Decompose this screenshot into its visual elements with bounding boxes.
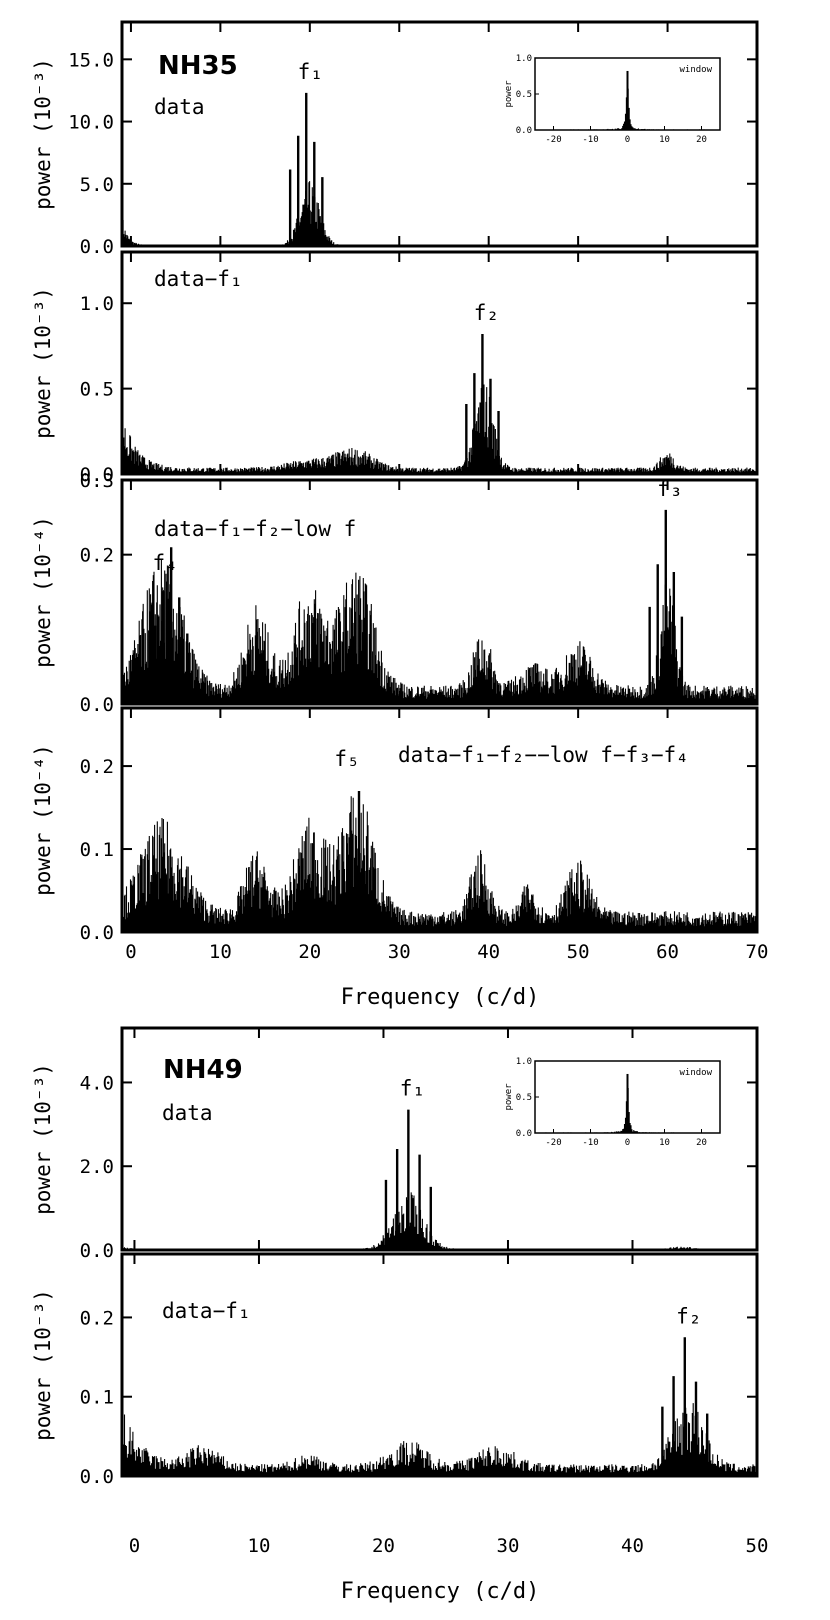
window-inset: -20 -10 0 10 20 0.0 0.5 1.0 power window [504, 1057, 721, 1148]
inset-x-tick-label: 10 [659, 1138, 670, 1148]
y-tick-label: 0.0 [80, 922, 114, 944]
panel-annotation: data [162, 1101, 213, 1125]
x-tick-label: 20 [298, 941, 321, 963]
peak-label: f₁ [298, 60, 323, 84]
x-tick-label: 40 [477, 941, 500, 963]
peak-label: f₅ [334, 747, 359, 771]
y-tick-label: 10.0 [68, 112, 114, 134]
inset-x-tick-label: 20 [696, 1138, 707, 1148]
y-tick-label: 0.0 [80, 694, 114, 716]
peak-label: f₁ [400, 1077, 425, 1101]
nh49-panel-data-minus-f1: 0.0 0.1 0.2 power (10⁻³) data−f₁ f₂ 0 10 20 30 40 5… [31, 1252, 769, 1557]
nh35-panel-residual-low-f: 0.0 0.2 0.3 power (10⁻⁴) data−f₁−f₂−low f f₄ f… [31, 470, 759, 716]
inset-y-tick-label: 0.0 [516, 1129, 532, 1139]
inset-y-tick-label: 1.0 [516, 54, 532, 64]
y-axis-title: power (10⁻³) [31, 58, 55, 210]
y-tick-label: 0.2 [80, 545, 114, 567]
panel-frame [120, 706, 759, 934]
nh35-figure: 0.0 5.0 10.0 15.0 power (10⁻³) data f₁ -20 -10 0 1… [31, 20, 769, 1010]
y-axis-title: power (10⁻³) [31, 1289, 55, 1441]
inset-label: window [679, 65, 712, 75]
y-tick-label: 0.0 [80, 464, 114, 486]
y-tick-label: 0.0 [80, 1240, 114, 1262]
inset-x-tick-label: -20 [545, 1138, 561, 1148]
inset-x-tick-label: 0 [625, 135, 630, 145]
panel-frame [120, 250, 759, 476]
panel-annotation: data−f₁−f₂−−low f−f₃−f₄ [398, 743, 689, 767]
inset-label: window [679, 1068, 712, 1078]
y-tick-label: 2.0 [80, 1156, 114, 1178]
x-tick-label: 10 [248, 1535, 271, 1557]
panel-frame [120, 1026, 759, 1252]
y-tick-label: 0.0 [80, 236, 114, 258]
y-tick-label: 4.0 [80, 1072, 114, 1094]
nh35-panel-data-minus-f1: 0.0 0.5 1.0 power (10⁻³) data−f₁ f₂ [31, 250, 759, 486]
peak-label: f₂ [676, 1304, 701, 1328]
nh49-figure-tag: NH49 [163, 1055, 243, 1085]
inset-y-axis-title: power [504, 1083, 514, 1111]
y-axis-title: power (10⁻⁴) [31, 516, 55, 668]
y-tick-label: 0.1 [80, 1387, 114, 1409]
panel-frame [120, 1252, 759, 1478]
x-tick-label: 0 [125, 941, 136, 963]
x-tick-label: 20 [372, 1535, 395, 1557]
peak-label: f₂ [474, 301, 499, 325]
y-tick-label: 0.5 [80, 379, 114, 401]
inset-x-tick-label: -10 [582, 1138, 598, 1148]
x-tick-label: 30 [497, 1535, 520, 1557]
y-axis-title: power (10⁻³) [31, 1063, 55, 1215]
spectrum-bars [122, 1192, 758, 1250]
spectrum-bars [121, 796, 757, 932]
nh35-panel-residual-f3-f4: 0.0 0.1 0.2 power (10⁻⁴) data−f₁−f₂−−low f−f… [31, 706, 769, 963]
y-tick-label: 15.0 [68, 49, 114, 71]
y-tick-label: 1.0 [80, 293, 114, 315]
peak-label: f₄ [153, 551, 178, 575]
y-axis-title: power (10⁻⁴) [31, 744, 55, 896]
nh49-x-axis-title: Frequency (c/d) [341, 1579, 540, 1604]
x-tick-label: 10 [209, 941, 232, 963]
spectrum-bars [121, 558, 757, 704]
y-tick-label: 0.1 [80, 839, 114, 861]
inset-x-tick-label: 10 [659, 135, 670, 145]
y-tick-label: 0.2 [80, 756, 114, 778]
window-inset: -20 -10 0 10 20 0.0 0.5 1.0 power window [504, 54, 721, 145]
inset-x-tick-label: -20 [545, 135, 561, 145]
inset-x-tick-label: 0 [625, 1138, 630, 1148]
x-tick-label: 70 [746, 941, 769, 963]
nh35-panel-data: 0.0 5.0 10.0 15.0 power (10⁻³) data f₁ -20 -10 0 1… [31, 20, 759, 258]
y-tick-label: 0.2 [80, 1307, 114, 1329]
inset-x-tick-label: 20 [696, 135, 707, 145]
panel-annotation: data−f₁ [154, 267, 243, 291]
inset-y-axis-title: power [504, 80, 514, 108]
x-tick-label: 50 [567, 941, 590, 963]
x-tick-label: 40 [621, 1535, 644, 1557]
y-tick-label: 0.0 [80, 1466, 114, 1488]
x-tick-label: 50 [746, 1535, 769, 1557]
panel-annotation: data [154, 95, 205, 119]
spectrum-bars [121, 384, 757, 474]
panel-frame [120, 478, 759, 706]
spectrum-bars [121, 181, 757, 246]
panel-annotation: data−f₁−f₂−low f [154, 517, 356, 541]
peak-label: f₃ [657, 477, 682, 501]
nh49-panel-data: 0.0 2.0 4.0 power (10⁻³) data f₁ -20 -10 0 10 20 0.… [31, 1026, 759, 1262]
inset-x-tick-label: -10 [582, 135, 598, 145]
inset-y-tick-label: 1.0 [516, 1057, 532, 1067]
y-tick-label: 0.3 [80, 470, 114, 492]
x-tick-label: 30 [388, 941, 411, 963]
panel-frame [120, 20, 759, 248]
inset-y-tick-label: 0.5 [516, 1093, 532, 1103]
x-tick-label: 60 [656, 941, 679, 963]
inset-y-tick-label: 0.5 [516, 90, 532, 100]
panel-annotation: data−f₁ [162, 1299, 251, 1323]
nh35-figure-tag: NH35 [158, 51, 238, 81]
y-tick-label: 5.0 [80, 174, 114, 196]
inset-y-tick-label: 0.0 [516, 126, 532, 136]
nh35-x-axis-title: Frequency (c/d) [341, 985, 540, 1010]
y-axis-title: power (10⁻³) [31, 287, 55, 439]
x-tick-label: 0 [129, 1535, 140, 1557]
